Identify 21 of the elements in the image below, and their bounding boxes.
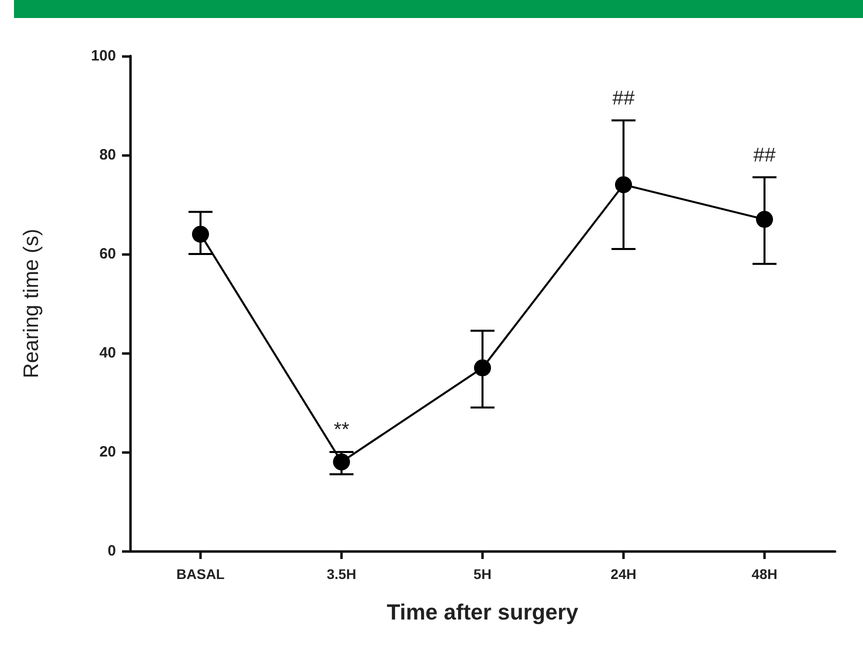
y-tick-label: 60	[99, 246, 116, 262]
x-tick-label: 24H	[610, 566, 636, 582]
x-axis-title: Time after surgery	[386, 600, 580, 624]
point	[474, 359, 491, 376]
x-tick-label: 48H	[752, 566, 778, 582]
x-tick-label: 5H	[474, 566, 492, 582]
annotation: ##	[612, 87, 636, 110]
y-tick-label: 40	[99, 344, 116, 362]
x-tick-label: 3.5H	[326, 566, 356, 582]
y-tick-label: 0	[108, 542, 116, 560]
y-axis-title: Rearing time (s)	[20, 228, 43, 378]
point	[192, 226, 209, 243]
y-tick-label: 20	[99, 444, 116, 460]
x-tick-label: BASAL	[176, 566, 226, 582]
annotation: **	[334, 419, 350, 441]
point	[615, 176, 632, 194]
point	[333, 453, 350, 470]
point	[756, 210, 773, 228]
annotation: ##	[753, 144, 776, 166]
y-tick-label: 80	[99, 146, 116, 164]
y-tick-label: 100	[90, 48, 116, 64]
